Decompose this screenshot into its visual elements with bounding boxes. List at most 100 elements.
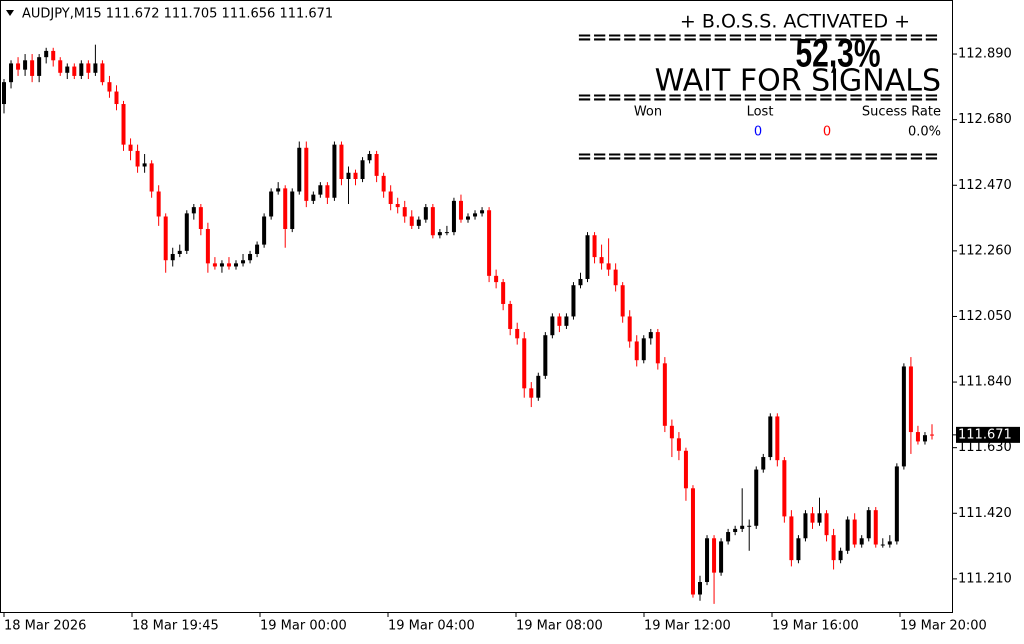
candle-body [740,525,745,529]
candle-body [901,366,906,467]
divider: ======================== [577,27,939,48]
candle-body [613,269,618,286]
candle-body [880,544,885,546]
candle-body [501,282,506,304]
candle-body [768,416,773,458]
y-tick-label: 111.210 [958,571,1012,586]
candle-body [606,263,611,270]
candle-body [219,263,224,267]
candle-body [234,263,238,267]
x-tick-label: 18 Mar 19:45 [132,619,219,634]
candle-body [803,513,808,539]
lost-label: Lost [747,105,774,120]
candle-body [634,341,639,361]
candle-body [915,432,920,442]
candle-body [690,488,695,595]
candle-body [437,232,442,236]
candle-body [121,104,126,145]
candle-body [817,513,822,523]
candle-body [205,228,210,264]
candle-body [761,457,766,470]
x-tick-label: 19 Mar 00:00 [260,619,347,634]
candle-body [529,388,534,398]
candle-body [212,263,217,267]
x-tick-label: 19 Mar 20:00 [900,619,987,634]
candle-body [86,63,91,73]
candle-body [796,538,801,561]
candle-body [177,250,182,254]
candle-body [255,244,260,254]
candle-body [683,450,688,489]
candle-body [248,253,253,261]
candle-body [290,191,295,229]
rate-value: 0.0% [908,125,941,140]
candle-body [262,216,267,245]
signal: WAIT FOR SIGNALS [655,64,941,99]
candle-body [599,257,604,264]
y-tick-label: 112.680 [958,112,1012,127]
chart-header: AUDJPY,M15 111.672 111.705 111.656 111.6… [22,7,333,22]
candle-body [487,210,492,276]
candle-body [226,263,231,267]
last-price-label: 111.671 [958,427,1012,442]
candle-body [339,144,344,180]
candle-body [107,82,112,92]
candle-body [648,332,653,339]
candle-body [346,172,351,180]
candle-body [578,278,583,286]
candle-body [473,213,478,217]
candle-body [557,316,562,326]
candle-body [444,232,449,234]
candle-body [135,150,140,167]
candle-body [374,154,379,176]
y-tick-label: 111.630 [958,440,1012,455]
candle-body [191,207,196,214]
candle-body [93,63,98,73]
candle-body [775,416,780,461]
candle-body [669,425,674,439]
candle-body [409,216,414,226]
last-price-box [956,426,1020,443]
won-count: 0 [754,125,762,140]
candle-body [276,188,281,192]
candle-body [283,188,288,229]
candle-body [318,185,323,195]
candle-body [726,532,731,542]
candle-body [747,525,752,527]
ea-panel: + B.O.S.S. ACTIVATED + =================… [577,11,941,168]
candle-body [360,160,365,180]
candle-body [37,57,42,76]
candle-body [810,513,815,523]
candle-body [128,144,133,151]
candle-body [838,550,843,561]
candle-body [592,235,597,258]
candle-body [543,335,548,376]
candle-body [662,363,667,426]
status: + B.O.S.S. ACTIVATED + [680,11,910,33]
candle-body [655,332,660,364]
candle-body [142,163,147,167]
percent: 52,3% [795,31,880,75]
candle-body [149,163,154,192]
candle-body [641,338,646,361]
candle-body [458,200,463,220]
symbol-arrow [6,10,14,16]
candle-body [381,175,386,192]
candle-body [367,154,372,161]
candle-body [241,260,246,264]
candle-body [58,60,63,73]
divider: ======================== [577,146,939,167]
candle-body [866,510,871,539]
candle-body [2,82,6,105]
plot-frame [0,0,953,613]
candle-body [269,191,274,217]
candle-body [887,541,892,545]
y-tick-label: 112.050 [958,309,1012,324]
candle-body [114,91,119,105]
candle-body [9,63,14,83]
divider: ======================== [577,87,939,108]
candle-body [522,338,527,389]
candle-body [44,50,49,58]
candle-body [100,63,105,83]
candle-body [402,207,407,217]
